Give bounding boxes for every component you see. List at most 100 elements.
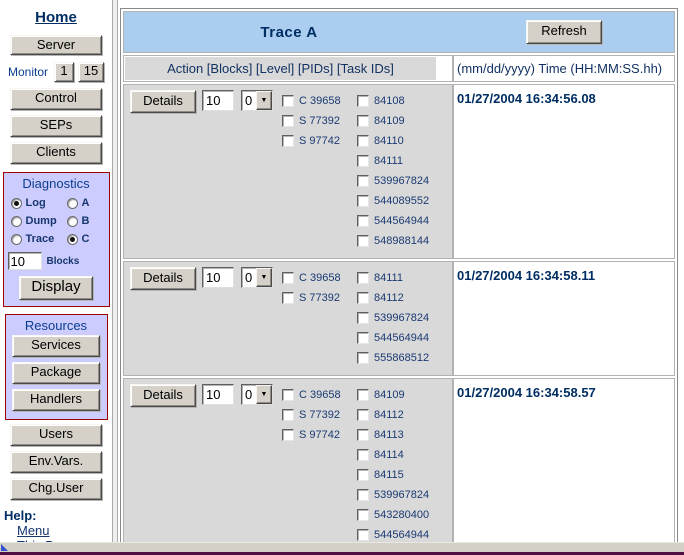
- task-checkbox-label: 84109: [374, 388, 405, 401]
- level-select[interactable]: 0 ▼: [241, 90, 273, 111]
- level-select-value: 0: [245, 387, 253, 402]
- record-blocks-input[interactable]: [202, 384, 234, 405]
- pid-checkbox[interactable]: [282, 388, 294, 401]
- pid-checkbox[interactable]: [282, 134, 294, 147]
- resource-button-services[interactable]: Services: [12, 335, 100, 357]
- help-title: Help:: [4, 508, 37, 523]
- sidebar-button-seps[interactable]: SEPs: [10, 115, 102, 137]
- level-select-value: 0: [245, 93, 253, 108]
- sidebar-button-envvars[interactable]: Env.Vars.: [10, 451, 102, 473]
- help-link-this-page[interactable]: This Page: [17, 538, 76, 542]
- trace-record-row: Details 0 ▼ C 39658 S 77392 S 97742 8410…: [123, 84, 675, 259]
- pid-checkbox[interactable]: [282, 94, 294, 107]
- monitor-button-1[interactable]: 1: [54, 62, 74, 82]
- home-link[interactable]: Home: [35, 9, 77, 26]
- radio-option-dump[interactable]: Dump: [10, 215, 67, 227]
- task-checkbox-label: 84112: [374, 408, 404, 421]
- radio-option-b[interactable]: B: [66, 215, 89, 227]
- level-select-button[interactable]: ▼: [256, 385, 272, 404]
- level-select-button[interactable]: ▼: [256, 268, 272, 287]
- pid-checkbox[interactable]: [282, 271, 294, 284]
- task-checkbox[interactable]: [357, 194, 369, 207]
- task-checkbox-label: 555868512: [374, 351, 430, 364]
- task-checkbox-column: 84111 84112 539967824 544564944 55586851…: [357, 267, 429, 371]
- refresh-button[interactable]: Refresh: [526, 20, 602, 44]
- level-select[interactable]: 0 ▼: [241, 384, 273, 405]
- task-checkbox[interactable]: [357, 234, 369, 247]
- frame-divider[interactable]: [112, 0, 118, 542]
- task-checkbox-label: 84111: [374, 271, 403, 284]
- task-checkbox[interactable]: [357, 508, 369, 521]
- task-checkbox[interactable]: [357, 351, 369, 364]
- pid-checkbox[interactable]: [282, 291, 294, 304]
- pid-checkbox-item: S 77392: [282, 114, 357, 127]
- task-checkbox[interactable]: [357, 94, 369, 107]
- radio-option-c[interactable]: C: [66, 233, 89, 245]
- radio-button[interactable]: [66, 233, 78, 245]
- task-checkbox[interactable]: [357, 214, 369, 227]
- radio-button[interactable]: [10, 215, 22, 227]
- radio-option-trace[interactable]: Trace: [10, 233, 67, 245]
- task-checkbox[interactable]: [357, 388, 369, 401]
- pid-checkbox-item: S 77392: [282, 408, 357, 421]
- resource-button-handlers[interactable]: Handlers: [12, 389, 100, 411]
- task-checkbox-label: 539967824: [374, 488, 430, 501]
- record-controls: Details 0 ▼: [130, 267, 273, 290]
- monitor-button-15[interactable]: 15: [78, 62, 104, 82]
- sidebar-button-users[interactable]: Users: [10, 424, 102, 446]
- radio-row: Dump B: [4, 215, 109, 227]
- pid-checkbox[interactable]: [282, 408, 294, 421]
- task-checkbox[interactable]: [357, 174, 369, 187]
- help-link-menu[interactable]: Menu: [17, 523, 50, 538]
- task-checkbox-label: 543280400: [374, 508, 430, 521]
- chevron-down-icon: ▼: [260, 274, 268, 281]
- task-checkbox[interactable]: [357, 448, 369, 461]
- radio-option-log[interactable]: Log: [10, 197, 67, 209]
- record-blocks-input[interactable]: [202, 267, 234, 288]
- blocks-input[interactable]: [7, 252, 42, 270]
- record-blocks-input[interactable]: [202, 90, 234, 111]
- radio-button[interactable]: [10, 233, 22, 245]
- task-checkbox[interactable]: [357, 528, 369, 541]
- sidebar-button-control[interactable]: Control: [10, 88, 102, 110]
- monitor-label: Monitor: [7, 65, 48, 79]
- record-controls: Details 0 ▼: [130, 384, 273, 407]
- pid-checkbox[interactable]: [282, 428, 294, 441]
- sidebar-button-chguser[interactable]: Chg.User: [10, 478, 102, 500]
- display-button[interactable]: Display: [19, 276, 93, 300]
- task-checkbox[interactable]: [357, 271, 369, 284]
- pid-checkbox-label: C 39658: [299, 388, 341, 401]
- resource-button-package[interactable]: Package: [12, 362, 100, 384]
- level-select[interactable]: 0 ▼: [241, 267, 273, 288]
- task-checkbox-label: 544564944: [374, 331, 430, 344]
- scroll-arrow-icon: [1, 544, 8, 551]
- task-checkbox-item: 84112: [357, 291, 429, 304]
- task-checkbox[interactable]: [357, 408, 369, 421]
- radio-button[interactable]: [66, 197, 78, 209]
- task-checkbox[interactable]: [357, 154, 369, 167]
- bottom-scrollbar[interactable]: [0, 542, 684, 555]
- record-controls: Details 0 ▼: [130, 90, 273, 113]
- server-button[interactable]: Server: [10, 35, 102, 55]
- sidebar-button-clients[interactable]: Clients: [10, 142, 102, 164]
- task-checkbox[interactable]: [357, 114, 369, 127]
- details-button[interactable]: Details: [130, 267, 196, 290]
- task-checkbox[interactable]: [357, 291, 369, 304]
- task-checkbox[interactable]: [357, 134, 369, 147]
- details-button[interactable]: Details: [130, 384, 196, 407]
- task-checkbox[interactable]: [357, 311, 369, 324]
- radio-button[interactable]: [10, 197, 22, 209]
- task-checkbox[interactable]: [357, 331, 369, 344]
- task-checkbox-label: 84110: [374, 134, 404, 147]
- radio-option-a[interactable]: A: [66, 197, 89, 209]
- pid-checkbox[interactable]: [282, 114, 294, 127]
- radio-button[interactable]: [66, 215, 78, 227]
- details-button[interactable]: Details: [130, 90, 196, 113]
- task-checkbox-item: 84109: [357, 114, 429, 127]
- task-checkbox[interactable]: [357, 428, 369, 441]
- task-checkbox[interactable]: [357, 468, 369, 481]
- task-checkbox[interactable]: [357, 488, 369, 501]
- task-checkbox-label: 84115: [374, 468, 404, 481]
- level-select-button[interactable]: ▼: [256, 91, 272, 110]
- pid-checkbox-item: C 39658: [282, 271, 357, 284]
